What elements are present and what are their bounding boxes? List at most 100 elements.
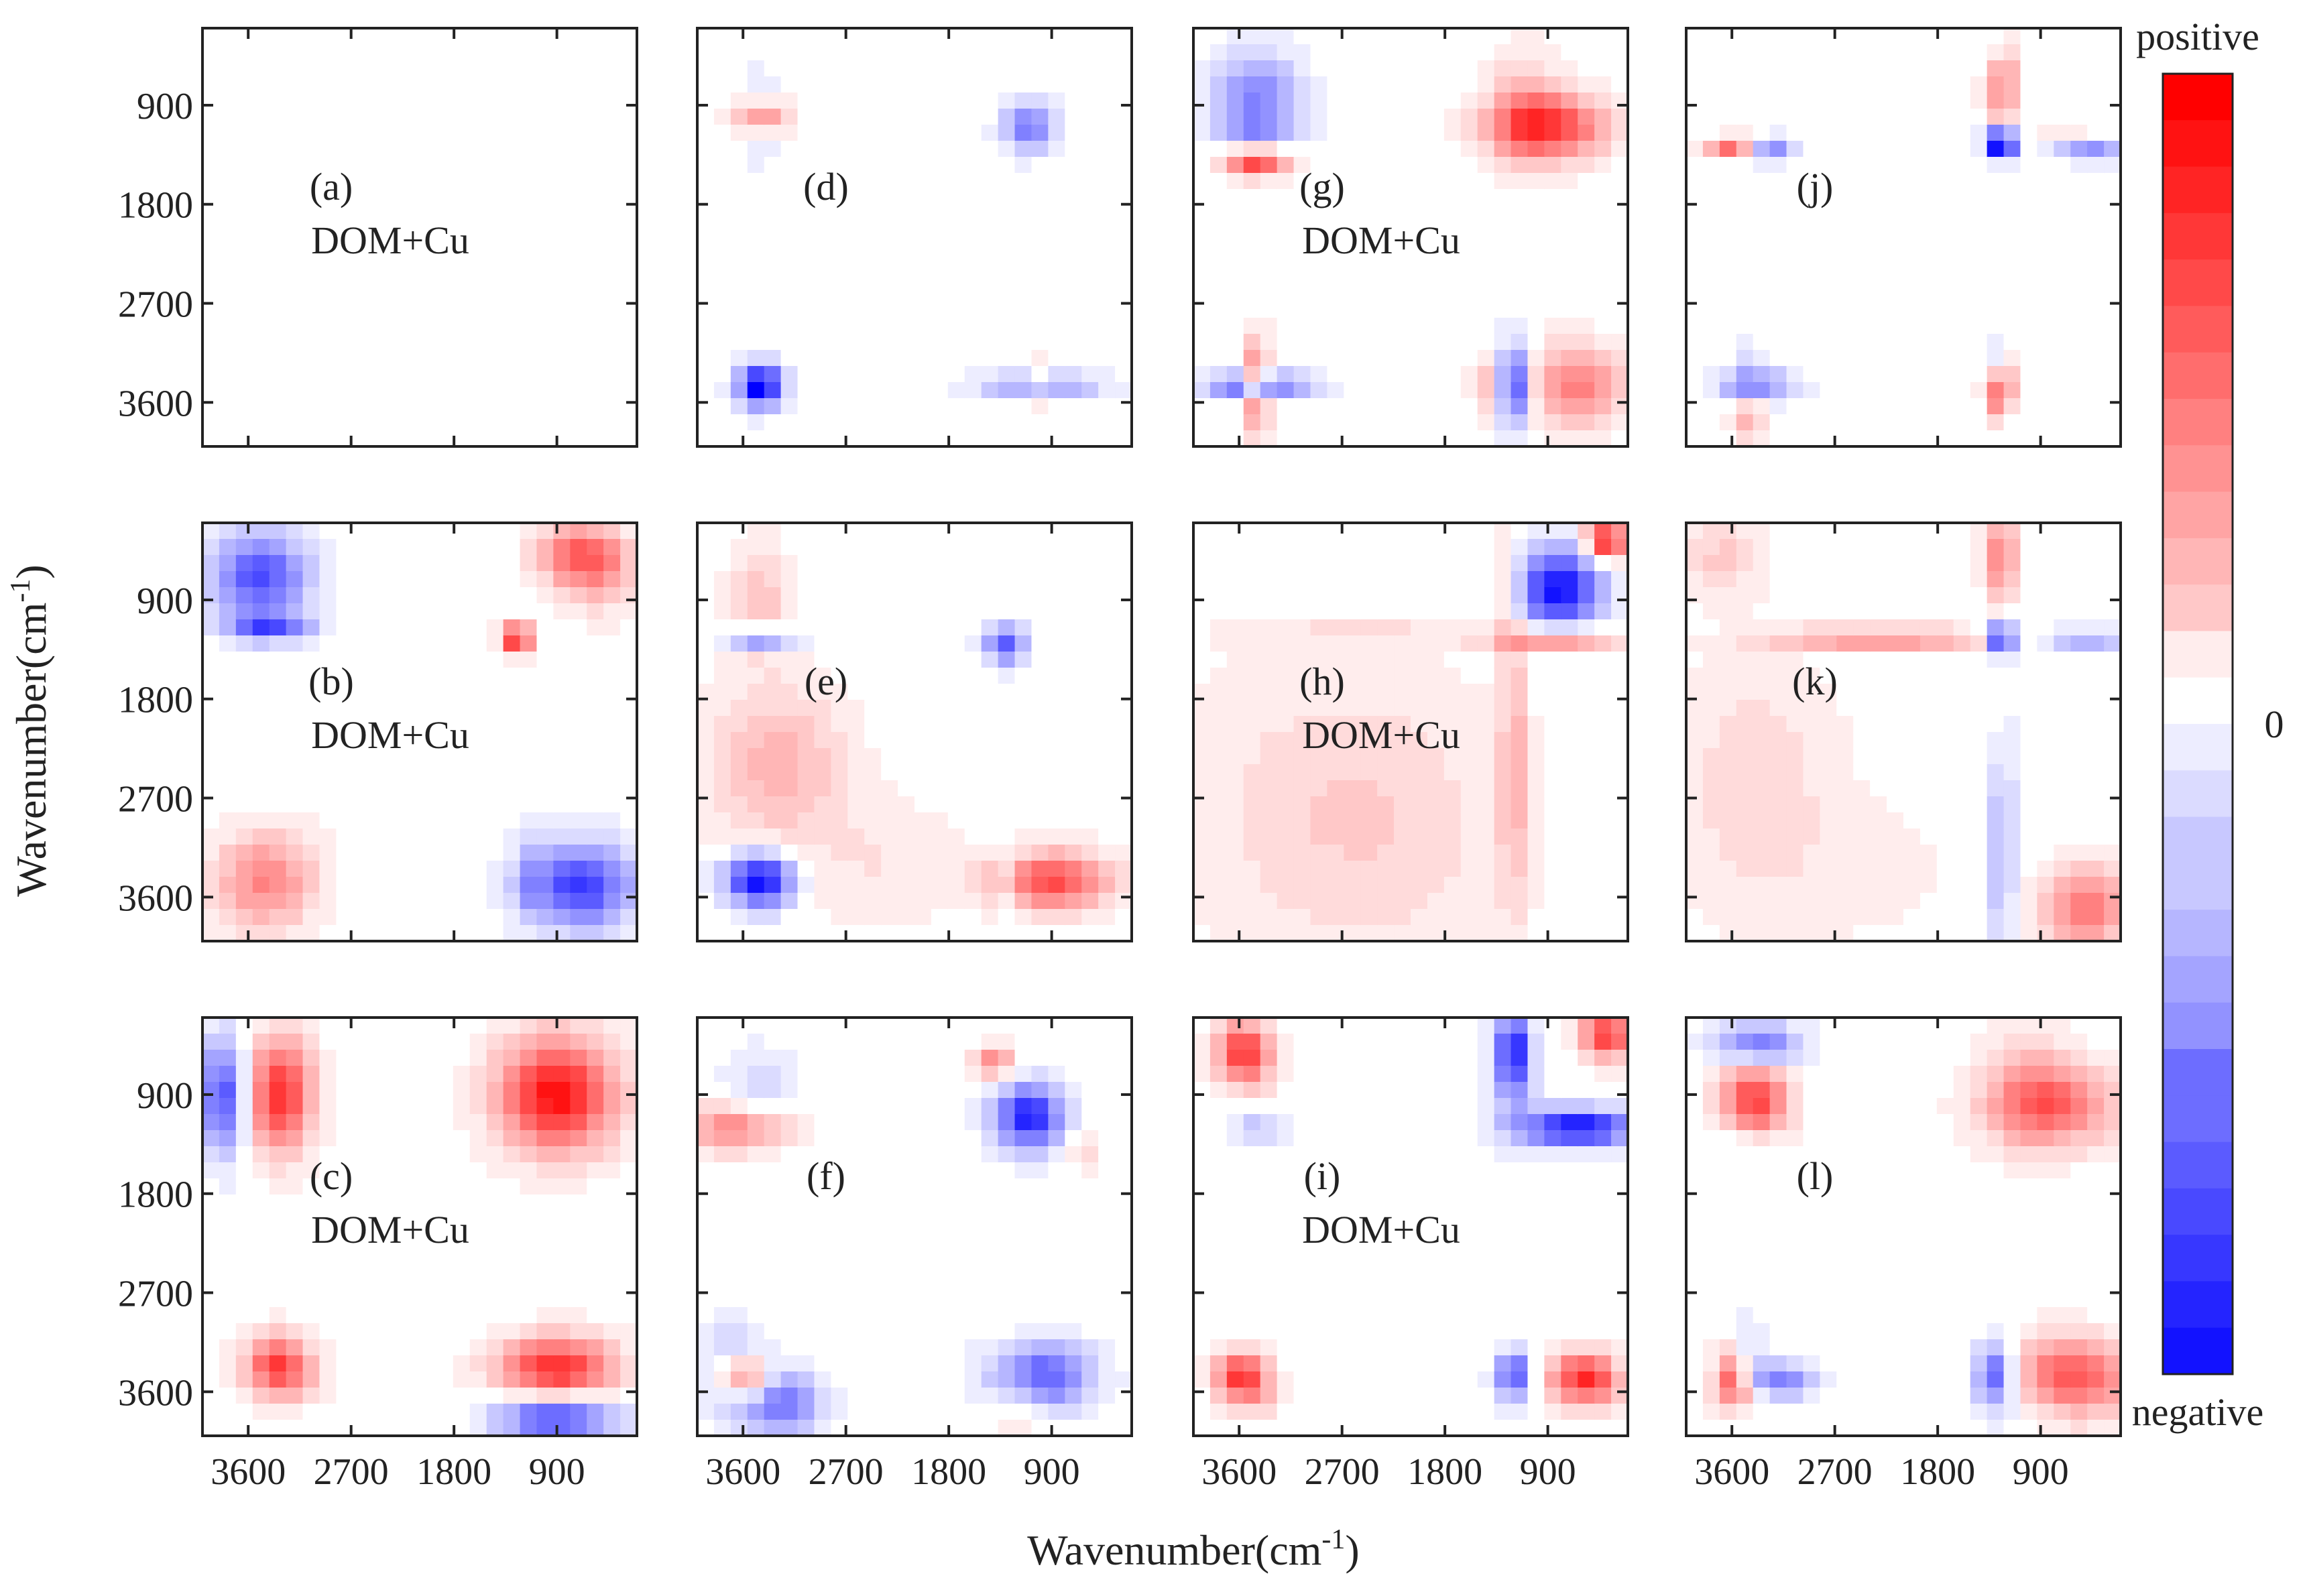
heatmap-cell — [947, 748, 965, 765]
heatmap-cell — [587, 1388, 604, 1404]
heatmap-cell — [1098, 652, 1116, 668]
heatmap-cell — [697, 700, 715, 717]
heatmap-cell — [270, 269, 287, 286]
heatmap-cell — [898, 796, 915, 813]
heatmap-cell — [302, 668, 320, 684]
heatmap-cell — [386, 269, 404, 286]
heatmap-cell — [369, 76, 387, 93]
heatmap-cell — [1031, 796, 1049, 813]
heatmap-cell — [486, 748, 504, 765]
heatmap-cell — [814, 1178, 831, 1195]
heatmap-cell — [1031, 1388, 1049, 1404]
heatmap-cell — [1243, 302, 1261, 318]
heatmap-cell — [587, 1034, 604, 1050]
heatmap-cell — [1243, 173, 1261, 190]
heatmap-cell — [603, 286, 621, 302]
heatmap-cell — [898, 141, 915, 158]
heatmap-cell — [603, 173, 621, 190]
heatmap-cell — [520, 1130, 538, 1147]
heatmap-cell — [469, 539, 487, 556]
heatmap-cell — [253, 157, 270, 174]
heatmap-cell — [319, 1194, 337, 1211]
heatmap-cell — [697, 1050, 715, 1066]
heatmap-cell — [553, 366, 571, 383]
heatmap-cell — [981, 269, 999, 286]
heatmap-cell — [1327, 125, 1344, 141]
heatmap-cell — [797, 539, 815, 556]
heatmap-cell — [536, 157, 554, 174]
heatmap-cell — [1527, 93, 1545, 109]
panel-g: (g)DOM+Cu — [1192, 27, 1629, 448]
heatmap-cell — [730, 652, 748, 668]
heatmap-cell — [881, 1404, 898, 1420]
heatmap-cell — [236, 334, 253, 351]
heatmap-cell — [420, 1227, 437, 1243]
heatmap-cell — [503, 716, 521, 733]
heatmap-cell — [1115, 1388, 1132, 1404]
heatmap-cell — [898, 430, 915, 446]
heatmap-cell — [1594, 141, 1612, 158]
heatmap-cell — [881, 430, 898, 446]
heatmap-cell — [931, 635, 949, 652]
heatmap-cell — [286, 1018, 304, 1034]
heatmap-cell — [1443, 350, 1462, 367]
heatmap-cell — [1243, 60, 1261, 77]
heatmap-cell — [847, 109, 865, 125]
heatmap-cell — [1561, 302, 1578, 318]
heatmap-cell — [269, 571, 287, 588]
heatmap-cell — [1477, 221, 1495, 238]
heatmap-cell — [553, 302, 571, 318]
heatmap-cell — [1193, 269, 1211, 286]
heatmap-cell — [713, 1404, 731, 1420]
heatmap-cell — [1594, 334, 1612, 351]
heatmap-cell — [436, 398, 454, 415]
heatmap-cell — [1115, 684, 1132, 700]
x-tick-label: 2700 — [809, 1451, 884, 1493]
heatmap-cell — [403, 414, 420, 431]
heatmap-cell — [286, 318, 304, 334]
heatmap-cell — [730, 668, 748, 684]
heatmap-cell — [1277, 221, 1295, 238]
heatmap-cell — [1014, 253, 1032, 270]
heatmap-cell — [453, 619, 471, 636]
heatmap-cell — [1594, 93, 1612, 109]
heatmap-cell — [1377, 157, 1395, 174]
heatmap-cell — [436, 619, 454, 636]
heatmap-cell — [536, 125, 554, 141]
heatmap-cell — [470, 269, 487, 286]
y-tick-label: 2700 — [118, 1274, 193, 1315]
heatmap-cell — [470, 189, 487, 206]
heatmap-cell — [1081, 732, 1099, 749]
heatmap-cell — [1310, 109, 1327, 125]
heatmap-cell — [269, 1082, 287, 1099]
heatmap-cell — [1527, 366, 1545, 383]
heatmap-cell — [1048, 1178, 1065, 1195]
heatmap-cell — [536, 1018, 554, 1034]
heatmap-cell — [503, 1307, 521, 1324]
heatmap-cell — [998, 366, 1016, 383]
heatmap-cell — [764, 877, 782, 894]
heatmap-cell — [1031, 748, 1049, 765]
heatmap-cell — [386, 1404, 404, 1420]
heatmap-cell — [764, 286, 782, 302]
heatmap-cell — [587, 571, 604, 588]
heatmap-cell — [252, 571, 270, 588]
heatmap-cell — [847, 93, 865, 109]
heatmap-cell — [764, 382, 782, 399]
heatmap-cell — [286, 141, 304, 158]
heatmap-cell — [864, 286, 882, 302]
heatmap-cell — [881, 1388, 898, 1404]
heatmap-cell — [898, 652, 915, 668]
heatmap-cell — [898, 1339, 915, 1356]
heatmap-cell — [730, 430, 748, 446]
heatmap-cell — [814, 845, 831, 861]
heatmap-cell — [747, 205, 765, 222]
heatmap-cell — [947, 1388, 965, 1404]
heatmap-cell — [998, 318, 1016, 334]
heatmap-cell — [587, 60, 604, 77]
heatmap-cell — [570, 828, 587, 845]
heatmap-cell — [730, 1243, 748, 1260]
heatmap-cell — [235, 748, 253, 765]
heatmap-cell — [730, 1130, 748, 1147]
